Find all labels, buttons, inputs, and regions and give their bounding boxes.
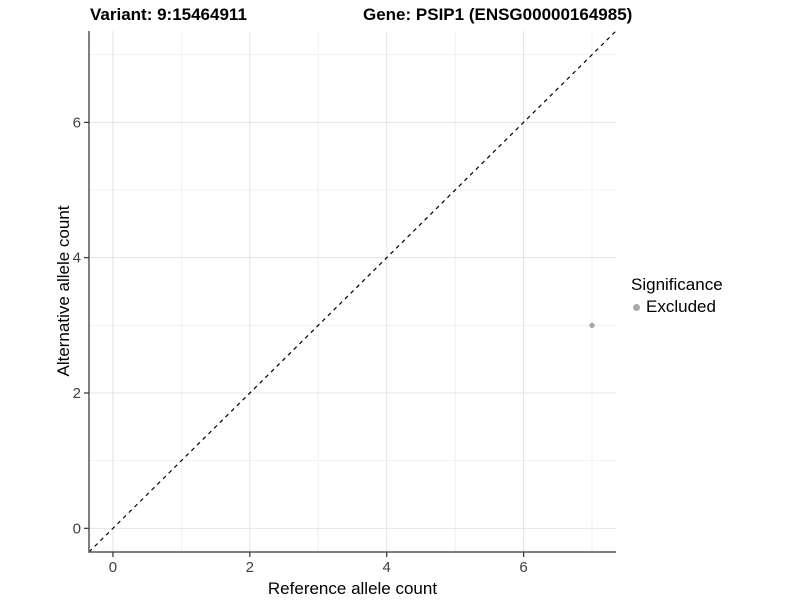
legend-item: Excluded: [633, 297, 723, 317]
legend-item-label: Excluded: [646, 297, 716, 316]
y-axis-title: Alternative allele count: [54, 205, 73, 377]
x-tick-label: 2: [246, 559, 254, 576]
legend-key-dot-icon: [633, 303, 640, 311]
identity-line: [88, 30, 617, 553]
gene-title: Gene: PSIP1 (ENSG00000164985): [363, 5, 633, 24]
y-tick-label: 6: [73, 114, 81, 131]
legend-title: Significance: [631, 275, 723, 294]
legend-items: Excluded: [629, 297, 723, 317]
x-tick-label: 0: [109, 559, 117, 576]
data-point: [589, 322, 595, 329]
y-tick-label: 2: [73, 385, 81, 402]
variant-title: Variant: 9:15464911: [90, 5, 247, 24]
x-tick-label: 6: [519, 559, 527, 576]
y-tick-label: 0: [73, 520, 81, 537]
y-tick-label: 4: [73, 250, 81, 267]
x-tick-label: 4: [383, 559, 391, 576]
x-axis-title: Reference allele count: [267, 579, 438, 598]
legend: Significance Excluded: [629, 275, 723, 317]
